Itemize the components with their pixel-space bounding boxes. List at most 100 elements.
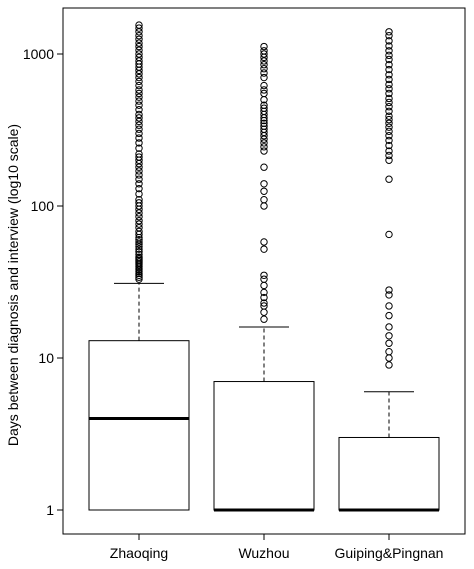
outlier-point (135, 167, 143, 175)
outlier-point (135, 248, 143, 256)
outlier-point (385, 332, 393, 340)
outlier-point (135, 220, 143, 228)
outlier-point (385, 151, 393, 160)
outlier-point (135, 253, 143, 261)
outlier-point (385, 89, 393, 98)
outlier-point (385, 47, 393, 55)
outlier-point (260, 104, 268, 112)
outlier-point (385, 141, 393, 150)
outlier-point (385, 361, 393, 369)
outlier-point (135, 171, 143, 179)
y-tick-label: 10 (38, 350, 54, 366)
outlier-point (385, 31, 393, 40)
outlier-point (385, 115, 393, 124)
outlier-point (385, 323, 393, 331)
outlier-point (385, 61, 393, 69)
outlier-point (135, 242, 143, 251)
outlier-point (385, 132, 393, 140)
outlier-point (385, 286, 393, 294)
outlier-point (260, 69, 268, 77)
outlier-point (135, 53, 143, 62)
outlier-point (260, 302, 268, 310)
outlier-point (260, 180, 268, 188)
outlier-point (135, 117, 143, 126)
iqr-box (88, 340, 190, 511)
outlier-point (385, 112, 393, 120)
outlier-point (135, 50, 143, 58)
outlier-point (135, 245, 143, 253)
outlier-point (135, 190, 143, 198)
outlier-point (135, 153, 143, 161)
outlier-point (135, 150, 143, 158)
outlier-point (260, 119, 268, 128)
outlier-point (385, 339, 393, 347)
outlier-point (260, 65, 268, 73)
outlier-point (135, 184, 143, 193)
outlier-point (135, 196, 143, 204)
outlier-point (135, 110, 143, 119)
outlier-point (385, 156, 393, 164)
outlier-point (385, 85, 393, 93)
outlier-point (260, 245, 268, 253)
outlier-point (385, 42, 393, 50)
outlier-point (385, 348, 393, 356)
outlier-point (385, 94, 393, 103)
outlier-point (260, 139, 268, 147)
outlier-point (135, 144, 143, 152)
outlier-point (385, 123, 393, 131)
outlier-point (135, 73, 143, 82)
x-tick-label: Zhaoqing (110, 545, 168, 561)
outlier-point (135, 86, 143, 94)
outlier-point (135, 180, 143, 188)
outlier-point (260, 81, 268, 90)
outlier-point (260, 202, 268, 210)
outlier-point (135, 217, 143, 225)
outlier-point (260, 196, 268, 204)
outlier-point (260, 288, 268, 297)
outlier-point (260, 122, 268, 130)
outlier-point (135, 175, 143, 183)
outlier-point (135, 39, 143, 47)
outlier-point (385, 354, 393, 362)
y-tick-label: 100 (31, 198, 55, 214)
outlier-point (260, 299, 268, 307)
outlier-point (135, 81, 143, 90)
outlier-point (260, 73, 268, 82)
outlier-point (135, 129, 143, 138)
iqr-box (213, 381, 315, 511)
outlier-point (135, 93, 143, 101)
outlier-point (385, 291, 393, 299)
outlier-point (135, 101, 143, 109)
outlier-point (135, 163, 143, 171)
x-tick-label: Wuzhou (238, 545, 289, 561)
outlier-point (135, 121, 143, 129)
outlier-point (260, 315, 268, 323)
outlier-point (135, 24, 143, 32)
outlier-point (135, 223, 143, 232)
outlier-point (260, 187, 268, 195)
outlier-point (135, 42, 143, 51)
outlier-point (385, 147, 393, 155)
outlier-point (385, 37, 393, 45)
outlier-point (385, 311, 393, 320)
outlier-point (135, 275, 143, 283)
y-tick-label: 1 (46, 502, 54, 518)
outlier-point (260, 143, 268, 151)
box-group-wuzhou (213, 42, 315, 512)
outlier-point (385, 51, 393, 60)
outlier-point (385, 119, 393, 128)
x-tick-label: Guiping&Pingnan (335, 545, 444, 561)
outlier-point (135, 106, 143, 114)
outlier-point (135, 139, 143, 147)
outlier-point (385, 71, 393, 79)
box-group-zhaoqing (88, 21, 190, 511)
outlier-point (135, 77, 143, 86)
outlier-point (135, 273, 143, 281)
outlier-point (135, 89, 143, 98)
outlier-point (135, 57, 143, 65)
outlier-point (260, 308, 268, 316)
outlier-point (135, 125, 143, 133)
outlier-point (260, 42, 268, 51)
outlier-point (385, 127, 393, 136)
outlier-point (135, 97, 143, 105)
